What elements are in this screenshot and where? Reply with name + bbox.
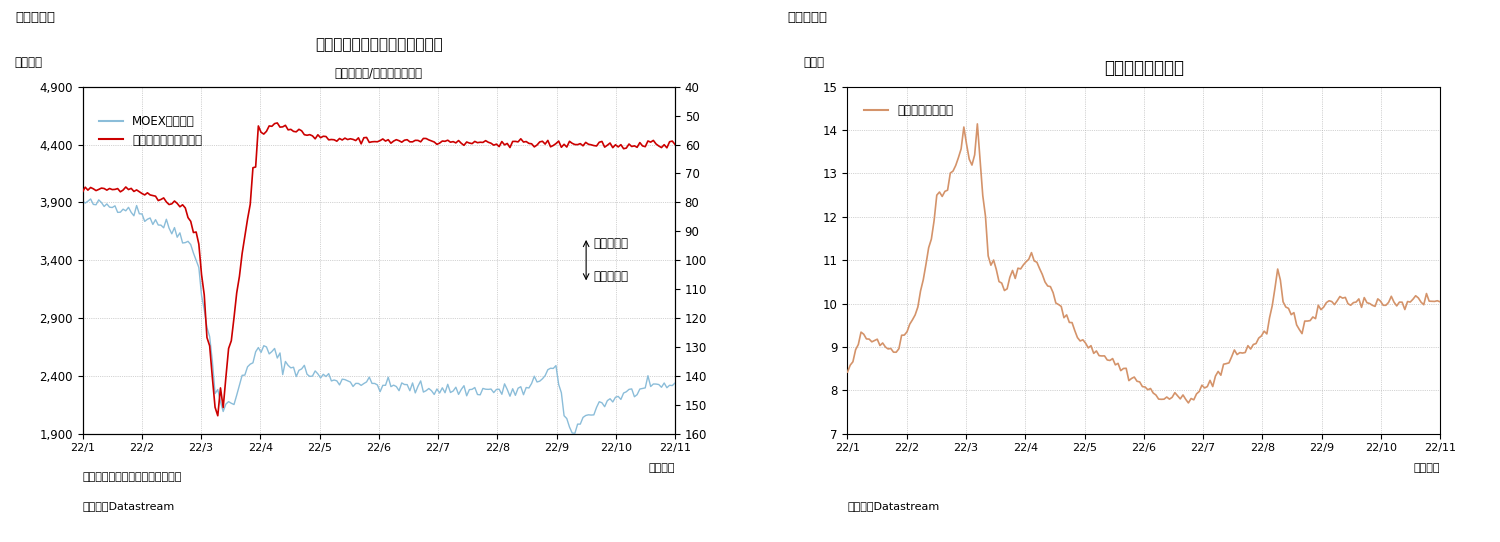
Text: ルーブル高: ルーブル高: [592, 237, 628, 250]
Text: ロシアの株価指数と為替レート: ロシアの株価指数と為替レート: [315, 37, 442, 52]
Text: （ルーブル/ドル、逆目盛）: （ルーブル/ドル、逆目盛）: [334, 67, 423, 80]
Text: ルーブル安: ルーブル安: [592, 270, 628, 283]
Legend: MOEX株価指数, 対ドルレート（右軸）: MOEX株価指数, 対ドルレート（右軸）: [94, 110, 207, 151]
Legend: 長期金利（右軸）: 長期金利（右軸）: [859, 100, 958, 122]
Text: （指数）: （指数）: [15, 56, 42, 69]
Text: （％）: （％）: [802, 56, 824, 69]
Text: （図表５）: （図表５）: [788, 11, 828, 24]
Text: （注）為替レートは逆目盛で表示: （注）為替レートは逆目盛で表示: [82, 472, 182, 481]
Text: （日次）: （日次）: [648, 463, 675, 473]
Text: （資料）Datastream: （資料）Datastream: [82, 501, 174, 511]
Text: （資料）Datastream: （資料）Datastream: [847, 501, 939, 511]
Text: （図表４）: （図表４）: [15, 11, 55, 24]
Text: （日次）: （日次）: [1413, 463, 1440, 473]
Title: ロシアの長期金利: ロシアの長期金利: [1104, 59, 1184, 77]
